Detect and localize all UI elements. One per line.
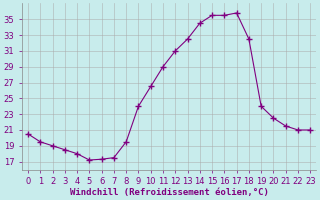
X-axis label: Windchill (Refroidissement éolien,°C): Windchill (Refroidissement éolien,°C) — [70, 188, 268, 197]
